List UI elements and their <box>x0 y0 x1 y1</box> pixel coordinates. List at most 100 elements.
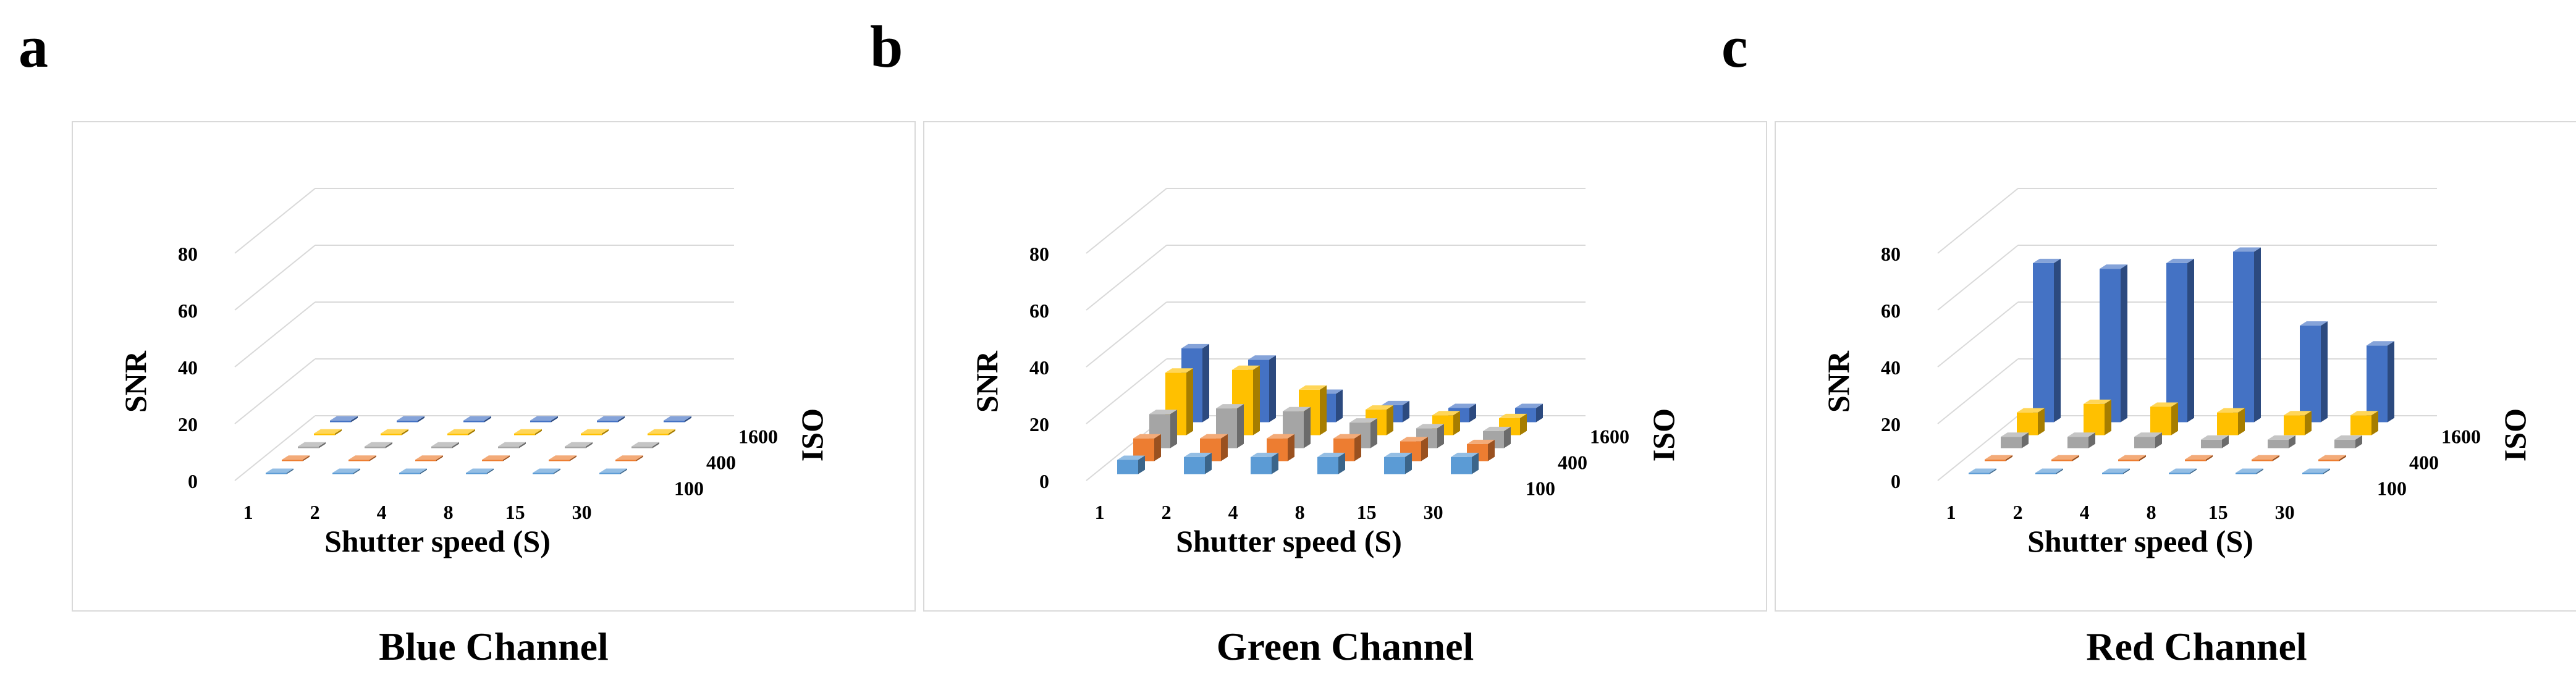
bar-top <box>581 429 609 434</box>
bar-side <box>351 416 358 423</box>
bar-front <box>530 420 551 423</box>
x-tick-label: 8 <box>444 501 454 523</box>
bar-side <box>2273 455 2279 461</box>
chart-caption: Red Channel <box>2086 625 2307 668</box>
bar-top <box>365 442 392 447</box>
y-tick-label: 40 <box>1881 356 1901 379</box>
bar-side <box>618 416 625 423</box>
x-tick-labels: 1 2 4 8 15 30 <box>1095 501 1443 523</box>
bar-side <box>487 468 494 474</box>
bar-top <box>2185 455 2213 460</box>
bar-top <box>482 455 510 460</box>
bar-side <box>602 429 609 435</box>
bar-front <box>2017 412 2038 435</box>
bar-front <box>282 460 303 461</box>
bar-side <box>551 416 558 423</box>
bar-side <box>402 429 408 435</box>
bar-top <box>533 468 560 473</box>
x-tick-label: 8 <box>2147 501 2156 523</box>
bar-top <box>2150 402 2178 407</box>
x-tick-label: 2 <box>310 501 320 523</box>
bar-side <box>1536 403 1543 423</box>
bar-top <box>1267 434 1294 439</box>
bar-top <box>2118 455 2146 460</box>
bar-side <box>1469 403 1476 423</box>
bar <box>466 468 494 474</box>
bar-top <box>2268 435 2295 440</box>
bar-top <box>2302 468 2330 473</box>
bar-top <box>2217 408 2245 413</box>
gridline <box>1937 188 2019 254</box>
bar-top <box>397 416 424 421</box>
panel-letter: b <box>870 14 903 80</box>
bar-top <box>1117 455 1145 460</box>
bar-top <box>298 442 326 447</box>
bar-side <box>1221 434 1228 461</box>
bar-top <box>266 468 293 473</box>
z-axis-label: ISO <box>795 408 829 461</box>
bar <box>533 468 560 474</box>
bar-side <box>452 442 459 448</box>
bar-side <box>1370 418 1377 448</box>
bar <box>381 429 408 435</box>
bar <box>514 429 542 435</box>
x-tick-label: 2 <box>1162 501 1172 523</box>
bar <box>2367 341 2394 423</box>
bar-front <box>1969 473 1990 474</box>
bar-front <box>664 420 685 423</box>
bar-side <box>1387 405 1393 435</box>
bar-front <box>431 446 452 448</box>
bar-top <box>2233 247 2261 252</box>
bar <box>463 416 491 423</box>
bar-front <box>2300 326 2321 423</box>
bar-front <box>498 446 519 448</box>
y-tick-label: 80 <box>178 243 198 265</box>
bar <box>1451 452 1479 474</box>
bar-side <box>503 455 510 461</box>
bar-front <box>314 433 335 435</box>
bar-front <box>2001 437 2022 448</box>
bar-top <box>332 468 360 473</box>
x-tick-labels: 1 2 4 8 15 30 <box>1946 501 2295 523</box>
bar-top <box>2051 455 2079 460</box>
bar <box>365 442 392 448</box>
bar-side <box>669 429 675 435</box>
bar-top <box>1133 434 1161 439</box>
bar-top <box>2201 435 2229 440</box>
bar-side <box>335 429 342 435</box>
bar-front <box>266 473 287 474</box>
bar <box>530 416 558 423</box>
bar-top <box>431 442 459 447</box>
bar <box>2302 468 2330 474</box>
bar-side <box>1405 452 1412 474</box>
bar-top <box>1384 452 1412 457</box>
bar-side <box>2371 411 2378 435</box>
bar-front <box>2067 437 2088 448</box>
bar-side <box>1288 434 1294 461</box>
bar-top <box>1382 400 1409 405</box>
gridline <box>1937 301 2019 368</box>
bar-top <box>1317 452 1345 457</box>
bar-front <box>332 473 353 474</box>
bar <box>431 442 459 448</box>
bar-top <box>2001 432 2029 437</box>
bar-top <box>530 416 558 421</box>
bar-front <box>415 460 436 461</box>
bar-top <box>1416 424 1444 429</box>
bar-side <box>620 468 627 474</box>
y-tick-label: 20 <box>178 413 198 435</box>
y-tick-label: 20 <box>1881 413 1901 435</box>
bar-side <box>2022 432 2029 448</box>
bar-side <box>1403 400 1409 423</box>
x-tick-label: 15 <box>2208 501 2228 523</box>
bar-top <box>2134 432 2162 437</box>
bar-top <box>2035 468 2063 473</box>
bar-front <box>2217 412 2238 435</box>
panel-b: b 0 20 40 60 80 1 2 4 8 15 30 100 400 1600 Shutter spe… <box>870 0 1767 690</box>
x-tick-label: 1 <box>1946 501 1956 523</box>
bar-top <box>1969 468 1996 473</box>
bar-top <box>415 455 443 460</box>
bar-front <box>463 420 484 423</box>
bar <box>2150 402 2178 435</box>
bar-side <box>287 468 293 474</box>
